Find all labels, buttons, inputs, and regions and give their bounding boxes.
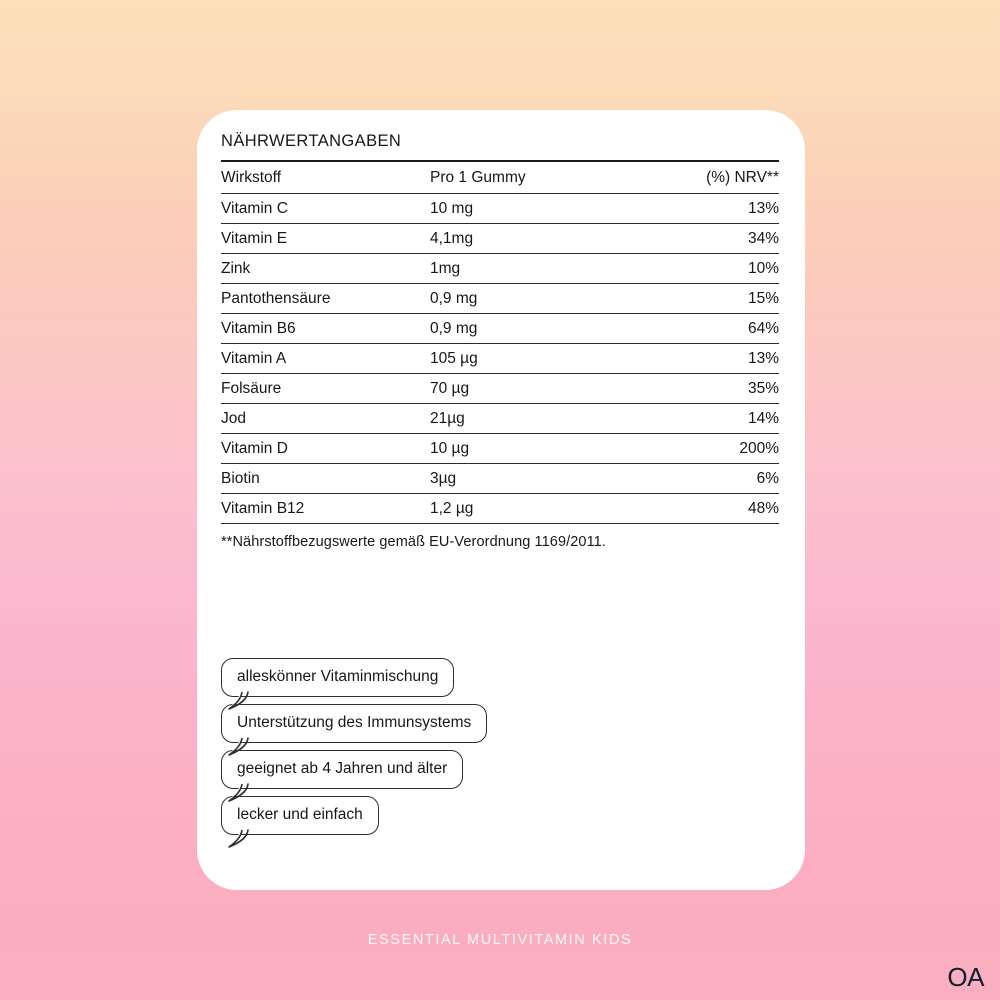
product-caption: ESSENTIAL MULTIVITAMIN KIDS [367,932,633,948]
table-row: Jod 21µg 14% [221,403,779,434]
table-row: Vitamin A 105 µg 13% [221,343,779,374]
footnote: **Nährstoffbezugswerte gemäß EU-Verordnu… [221,534,606,550]
cell-amount: 21µg [430,403,659,434]
table-row: Vitamin B12 1,2 µg 48% [221,493,779,524]
table-row: Biotin 3µg 6% [221,463,779,494]
cell-substance: Zink [221,253,430,284]
benefit-bubble-label: alleskönner Vitaminmischung [237,668,439,685]
cell-amount: 3µg [430,463,659,494]
cell-amount: 1,2 µg [430,493,659,524]
bubble-row: Unterstützung des Immunsystems [221,704,781,756]
cell-nrv: 48% [659,493,779,524]
cell-nrv: 64% [659,313,779,344]
column-header-amount: Pro 1 Gummy [430,160,659,194]
cell-substance: Pantothensäure [221,283,430,314]
nutrition-facts-section: NÄHRWERTANGABEN Wirkstoff Pro 1 Gummy (%… [221,132,779,550]
table-row: Folsäure 70 µg 35% [221,373,779,404]
cell-nrv: 6% [659,463,779,494]
cell-substance: Vitamin C [221,193,430,224]
table-row: Zink 1mg 10% [221,253,779,284]
table-header: Wirkstoff Pro 1 Gummy (%) NRV** [221,160,779,194]
nutrition-card: NÄHRWERTANGABEN Wirkstoff Pro 1 Gummy (%… [197,110,805,890]
bubble-row: lecker und einfach [221,796,781,848]
cell-substance: Vitamin B6 [221,313,430,344]
cell-substance: Vitamin D [221,433,430,464]
brand-logo: OA [947,962,984,992]
bubble-row: alleskönner Vitaminmischung [221,658,781,710]
benefit-bubble: lecker und einfach [221,796,379,848]
cell-nrv: 13% [659,343,779,374]
cell-nrv: 35% [659,373,779,404]
cell-nrv: 14% [659,403,779,434]
table-row: Vitamin B6 0,9 mg 64% [221,313,779,344]
cell-amount: 0,9 mg [430,283,659,314]
table-body: Vitamin C 10 mg 13% Vitamin E 4,1mg 34% Zink 1m… [221,193,779,524]
benefit-bubble: geeignet ab 4 Jahren und älter [221,750,464,802]
benefit-bubble-label: Unterstützung des Immunsystems [237,714,472,731]
cell-amount: 10 mg [430,193,659,224]
cell-amount: 70 µg [430,373,659,404]
cell-amount: 4,1mg [430,223,659,254]
benefit-bubble-label: geeignet ab 4 Jahren und älter [237,760,448,777]
cell-substance: Vitamin B12 [221,493,430,524]
bubble-row: geeignet ab 4 Jahren und älter [221,750,781,802]
cell-amount: 1mg [430,253,659,284]
cell-nrv: 13% [659,193,779,224]
cell-substance: Biotin [221,463,430,494]
table-row: Vitamin C 10 mg 13% [221,193,779,224]
cell-substance: Vitamin E [221,223,430,254]
benefit-bubble-label: lecker und einfach [237,806,363,823]
benefit-bubble: alleskönner Vitaminmischung [221,658,455,710]
page-title: NÄHRWERTANGABEN [221,132,402,150]
table-row: Vitamin D 10 µg 200% [221,433,779,464]
table-row: Vitamin E 4,1mg 34% [221,223,779,254]
cell-substance: Vitamin A [221,343,430,374]
column-header-nrv: (%) NRV** [659,160,779,194]
cell-amount: 0,9 mg [430,313,659,344]
cell-nrv: 15% [659,283,779,314]
cell-amount: 105 µg [430,343,659,374]
cell-nrv: 200% [659,433,779,464]
benefit-bubble-list: alleskönner Vitaminmischung Unterstützung… [221,658,781,848]
benefit-bubble: Unterstützung des Immunsystems [221,704,488,756]
table-row: Pantothensäure 0,9 mg 15% [221,283,779,314]
cell-substance: Folsäure [221,373,430,404]
nutrition-table: Wirkstoff Pro 1 Gummy (%) NRV** Vitamin … [221,160,779,524]
table-header-row: Wirkstoff Pro 1 Gummy (%) NRV** [221,160,779,194]
cell-substance: Jod [221,403,430,434]
bubble-tail-icon [228,829,249,848]
cell-nrv: 34% [659,223,779,254]
column-header-substance: Wirkstoff [221,160,430,194]
cell-amount: 10 µg [430,433,659,464]
cell-nrv: 10% [659,253,779,284]
